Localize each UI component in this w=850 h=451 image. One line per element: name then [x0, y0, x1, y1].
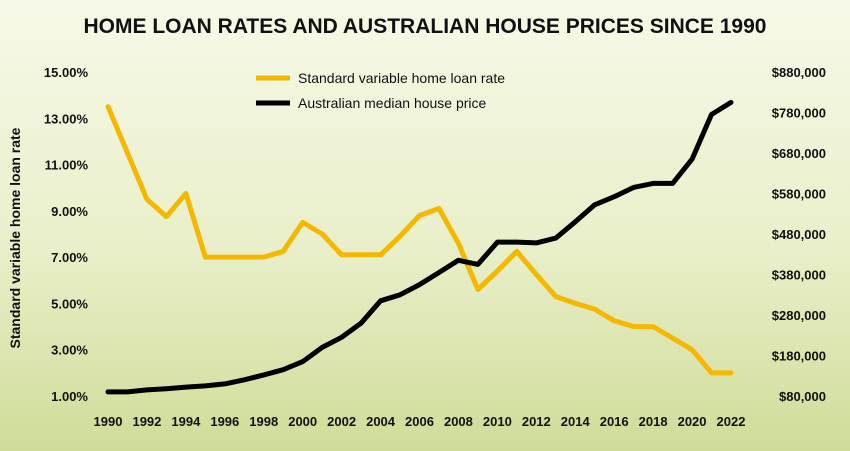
right-tick-label: $180,000: [772, 349, 826, 364]
right-tick-label: $780,000: [772, 106, 826, 121]
x-tick-label: 2014: [561, 414, 591, 429]
left-tick-label: 9.00%: [51, 204, 88, 219]
x-tick-label: 1994: [171, 414, 201, 429]
x-tick-label: 2010: [483, 414, 512, 429]
series-layer: [105, 99, 734, 395]
x-tick-label: 2020: [678, 414, 707, 429]
x-tick-label: 2006: [405, 414, 434, 429]
x-tick-label: 2018: [639, 414, 668, 429]
right-tick-label: $280,000: [772, 308, 826, 323]
right-tick-label: $880,000: [772, 65, 826, 80]
loan-rate-line: [105, 104, 734, 376]
left-tick-label: 5.00%: [51, 296, 88, 311]
right-tick-label: $380,000: [772, 268, 826, 283]
x-tick-label: 2012: [522, 414, 551, 429]
left-tick-label: 7.00%: [51, 250, 88, 265]
left-axis-ticks: 1.00% 3.00% 5.00% 7.00% 9.00% 11.00% 13.00% 15.…: [44, 65, 89, 404]
left-tick-label: 11.00%: [45, 158, 89, 173]
x-tick-label: 1990: [94, 414, 123, 429]
x-tick-label: 2004: [366, 414, 396, 429]
chart-title: HOME LOAN RATES AND AUSTRALIAN HOUSE PRI…: [84, 15, 767, 38]
x-tick-label: 1998: [249, 414, 278, 429]
x-tick-label: 2022: [717, 414, 746, 429]
x-tick-label: 2002: [327, 414, 356, 429]
right-tick-label: $580,000: [772, 187, 826, 202]
x-tick-label: 1992: [132, 414, 161, 429]
x-tick-label: 2000: [288, 414, 317, 429]
legend-label-rate: Standard variable home loan rate: [298, 70, 505, 86]
right-tick-label: $480,000: [772, 227, 826, 242]
left-tick-label: 1.00%: [51, 389, 88, 404]
x-axis-ticks: 1990 1992 1994 1996 1998 2000 2002 2004 2006 2008…: [94, 414, 746, 429]
x-tick-label: 1996: [210, 414, 239, 429]
left-tick-label: 13.00%: [44, 111, 89, 126]
right-tick-label: $80,000: [779, 389, 826, 404]
legend-label-price: Australian median house price: [298, 95, 487, 111]
x-tick-label: 2008: [444, 414, 473, 429]
right-tick-label: $680,000: [772, 146, 826, 161]
x-tick-label: 2016: [600, 414, 629, 429]
left-tick-label: 3.00%: [51, 343, 88, 358]
right-axis-ticks: $80,000 $180,000 $280,000 $380,000 $480,000 $…: [772, 65, 826, 404]
legend: Standard variable home loan rate Austral…: [256, 70, 505, 111]
left-tick-label: 15.00%: [44, 65, 89, 80]
house-price-line: [105, 99, 734, 395]
y-axis-label: Standard variable home loan rate: [7, 127, 23, 348]
